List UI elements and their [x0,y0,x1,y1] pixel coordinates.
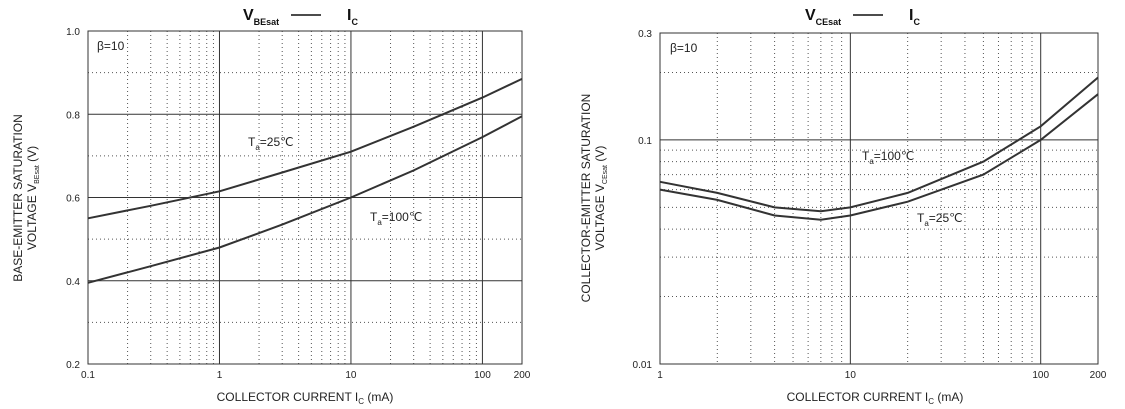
chart-title: VBEsat IC [243,7,358,27]
x-tick-label: 1 [657,370,663,381]
y-axis-label-line2: VOLTAGE VBEsat (V) [25,146,41,250]
title-text: VBEsat [243,7,279,27]
plot-frame [87,30,523,365]
y-tick-label: 0.6 [66,194,80,205]
x-tick-label: 200 [514,370,531,381]
y-tick-label: 0.01 [633,360,653,371]
chart-2: 1 10 100 200 0.01 0.1 0.3 Ta=100℃ Ta=25℃ β=10 VCEs… [579,7,1107,406]
plot-frame [659,32,1099,365]
title-tail: IC [909,7,920,27]
y-axis-label-line2: VOLTAGE VCEsat (V) [593,146,609,251]
x-tick-label: 200 [1090,370,1107,381]
x-tick-label: 100 [474,370,491,381]
x-tick-label: 100 [1032,370,1049,381]
series-label-2: Ta=25℃ [917,211,963,228]
series-line-2 [87,115,523,284]
y-tick-label: 1.0 [66,27,80,38]
title-text: VCEsat [805,7,841,27]
series-line-1 [659,76,1099,213]
x-axis-label: COLLECTOR CURRENT IC (mA) [787,390,964,406]
beta-annotation: β=10 [97,39,125,53]
x-tick-label: 1 [217,370,223,381]
chart-1: 0.1 1 10 100 200 0.2 0.4 0.6 0.8 1.0 Ta=25℃ Ta=100℃… [11,7,531,406]
chart-title: VCEsat IC [805,7,920,27]
x-tick-label: 0.1 [81,370,95,381]
grid [88,31,522,364]
y-tick-label: 0.1 [638,136,652,147]
y-tick-label: 0.3 [638,29,652,40]
series-label-1: Ta=100℃ [862,149,914,166]
series-label-1: Ta=25℃ [248,135,294,152]
series-line-2 [659,93,1099,221]
y-axis-label-line1: COLLECTOR-EMITTER SATURATION [579,94,593,303]
x-tick-label: 10 [845,370,857,381]
beta-annotation: β=10 [670,41,698,55]
grid [660,33,1098,364]
y-tick-label: 0.4 [66,277,80,288]
y-tick-label: 0.8 [66,110,80,121]
x-tick-label: 10 [345,370,357,381]
y-tick-label: 0.2 [66,360,80,371]
y-axis-label-line1: BASE-EMITTER SATURATION [11,114,25,282]
series-line-1 [87,77,523,220]
title-tail: IC [347,7,358,27]
x-axis-label: COLLECTOR CURRENT IC (mA) [217,390,394,406]
series-label-2: Ta=100℃ [370,210,422,227]
